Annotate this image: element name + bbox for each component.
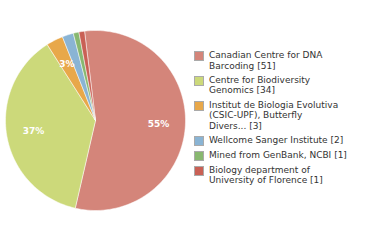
svg-text:55%: 55% xyxy=(148,119,170,129)
html-text:Mined from GenBank, NCBI [1]: Mined from GenBank, NCBI [1] xyxy=(209,149,347,160)
svg-text:3%: 3% xyxy=(59,59,74,69)
html-text:Canadian Centre for DNA Barcod: Canadian Centre for DNA Barcoding [51] xyxy=(209,50,323,71)
html-text:Institut de Biologia Evolutiva: Institut de Biologia Evolutiva (CSIC-UPF… xyxy=(209,99,339,131)
svg-text:37%: 37% xyxy=(23,126,45,136)
html-text:Biology department of Universi: Biology department of University of Flor… xyxy=(209,164,323,186)
html-text:Centre for Biodiversity Genomi: Centre for Biodiversity Genomics [34] xyxy=(209,75,311,96)
html-text:Wellcome Sanger Institute [2]: Wellcome Sanger Institute [2] xyxy=(209,134,344,145)
